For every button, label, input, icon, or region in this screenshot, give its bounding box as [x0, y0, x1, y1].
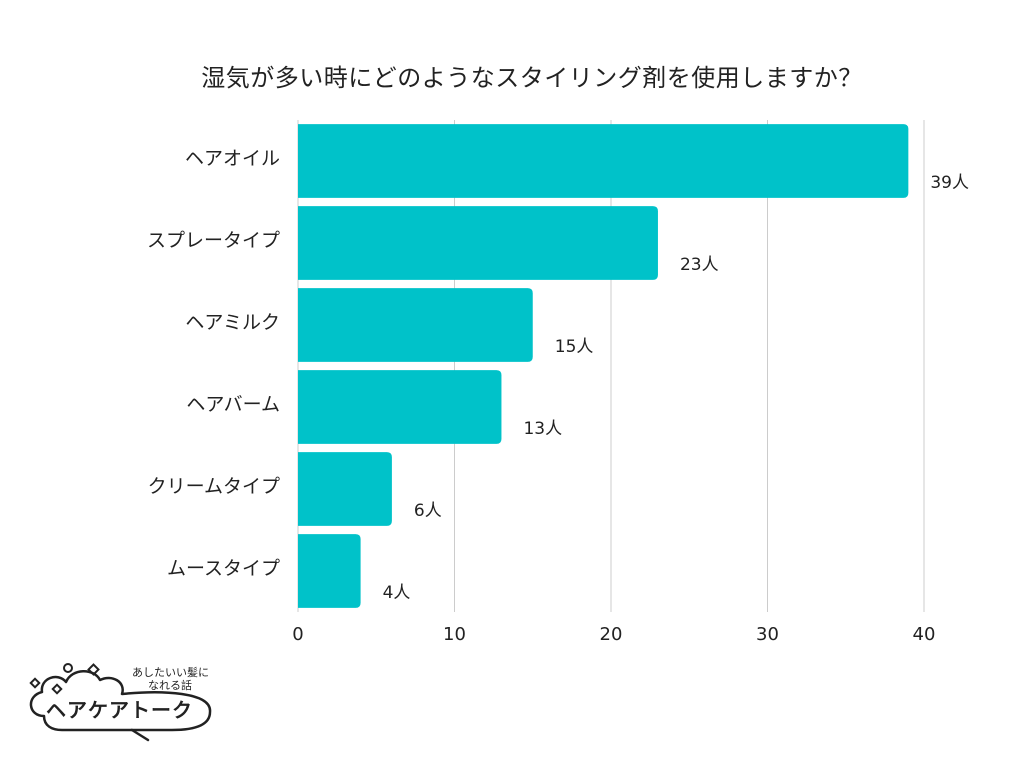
logo-tagline-line1: あしたいい髪に [132, 666, 209, 679]
x-axis-ticks: 0 10 20 30 40 [292, 624, 935, 645]
x-tick-label: 10 [443, 624, 466, 645]
bar [298, 124, 909, 198]
logo-tagline-line2: なれる話 [148, 679, 192, 692]
bar [298, 452, 392, 526]
data-label: 39人 [930, 173, 969, 193]
x-tick-label: 0 [292, 624, 303, 645]
data-label: 23人 [680, 255, 719, 275]
cloud-logo-icon [29, 663, 212, 742]
chart-title: 湿気が多い時にどのようなスタイリング剤を使用しますか？ [201, 64, 863, 92]
data-labels: 39人 23人 15人 13人 6人 4人 [383, 173, 969, 603]
brand-logo: あしたいい髪に なれる話 ヘアケアトーク [22, 660, 222, 742]
grid-lines [297, 120, 925, 612]
x-tick-label: 30 [756, 624, 779, 645]
data-label: 13人 [523, 419, 562, 439]
data-label: 6人 [414, 501, 442, 521]
category-label: ヘアオイル [185, 148, 280, 170]
category-label: ムースタイプ [167, 558, 280, 580]
category-label: クリームタイプ [148, 476, 280, 498]
category-label: スプレータイプ [147, 230, 280, 252]
category-label: ヘアミルク [185, 312, 280, 334]
x-tick-label: 40 [913, 624, 936, 645]
bar [298, 534, 361, 608]
x-tick-label: 20 [600, 624, 623, 645]
bar [298, 288, 533, 362]
bar [298, 370, 502, 444]
bars [298, 124, 909, 608]
category-label: ヘアバーム [186, 394, 280, 416]
data-label: 15人 [555, 337, 594, 357]
logo-name: ヘアケアトーク [46, 698, 193, 722]
data-label: 4人 [383, 583, 411, 603]
bar [298, 206, 658, 280]
logo-tagline: あしたいい髪に なれる話 [132, 666, 209, 692]
